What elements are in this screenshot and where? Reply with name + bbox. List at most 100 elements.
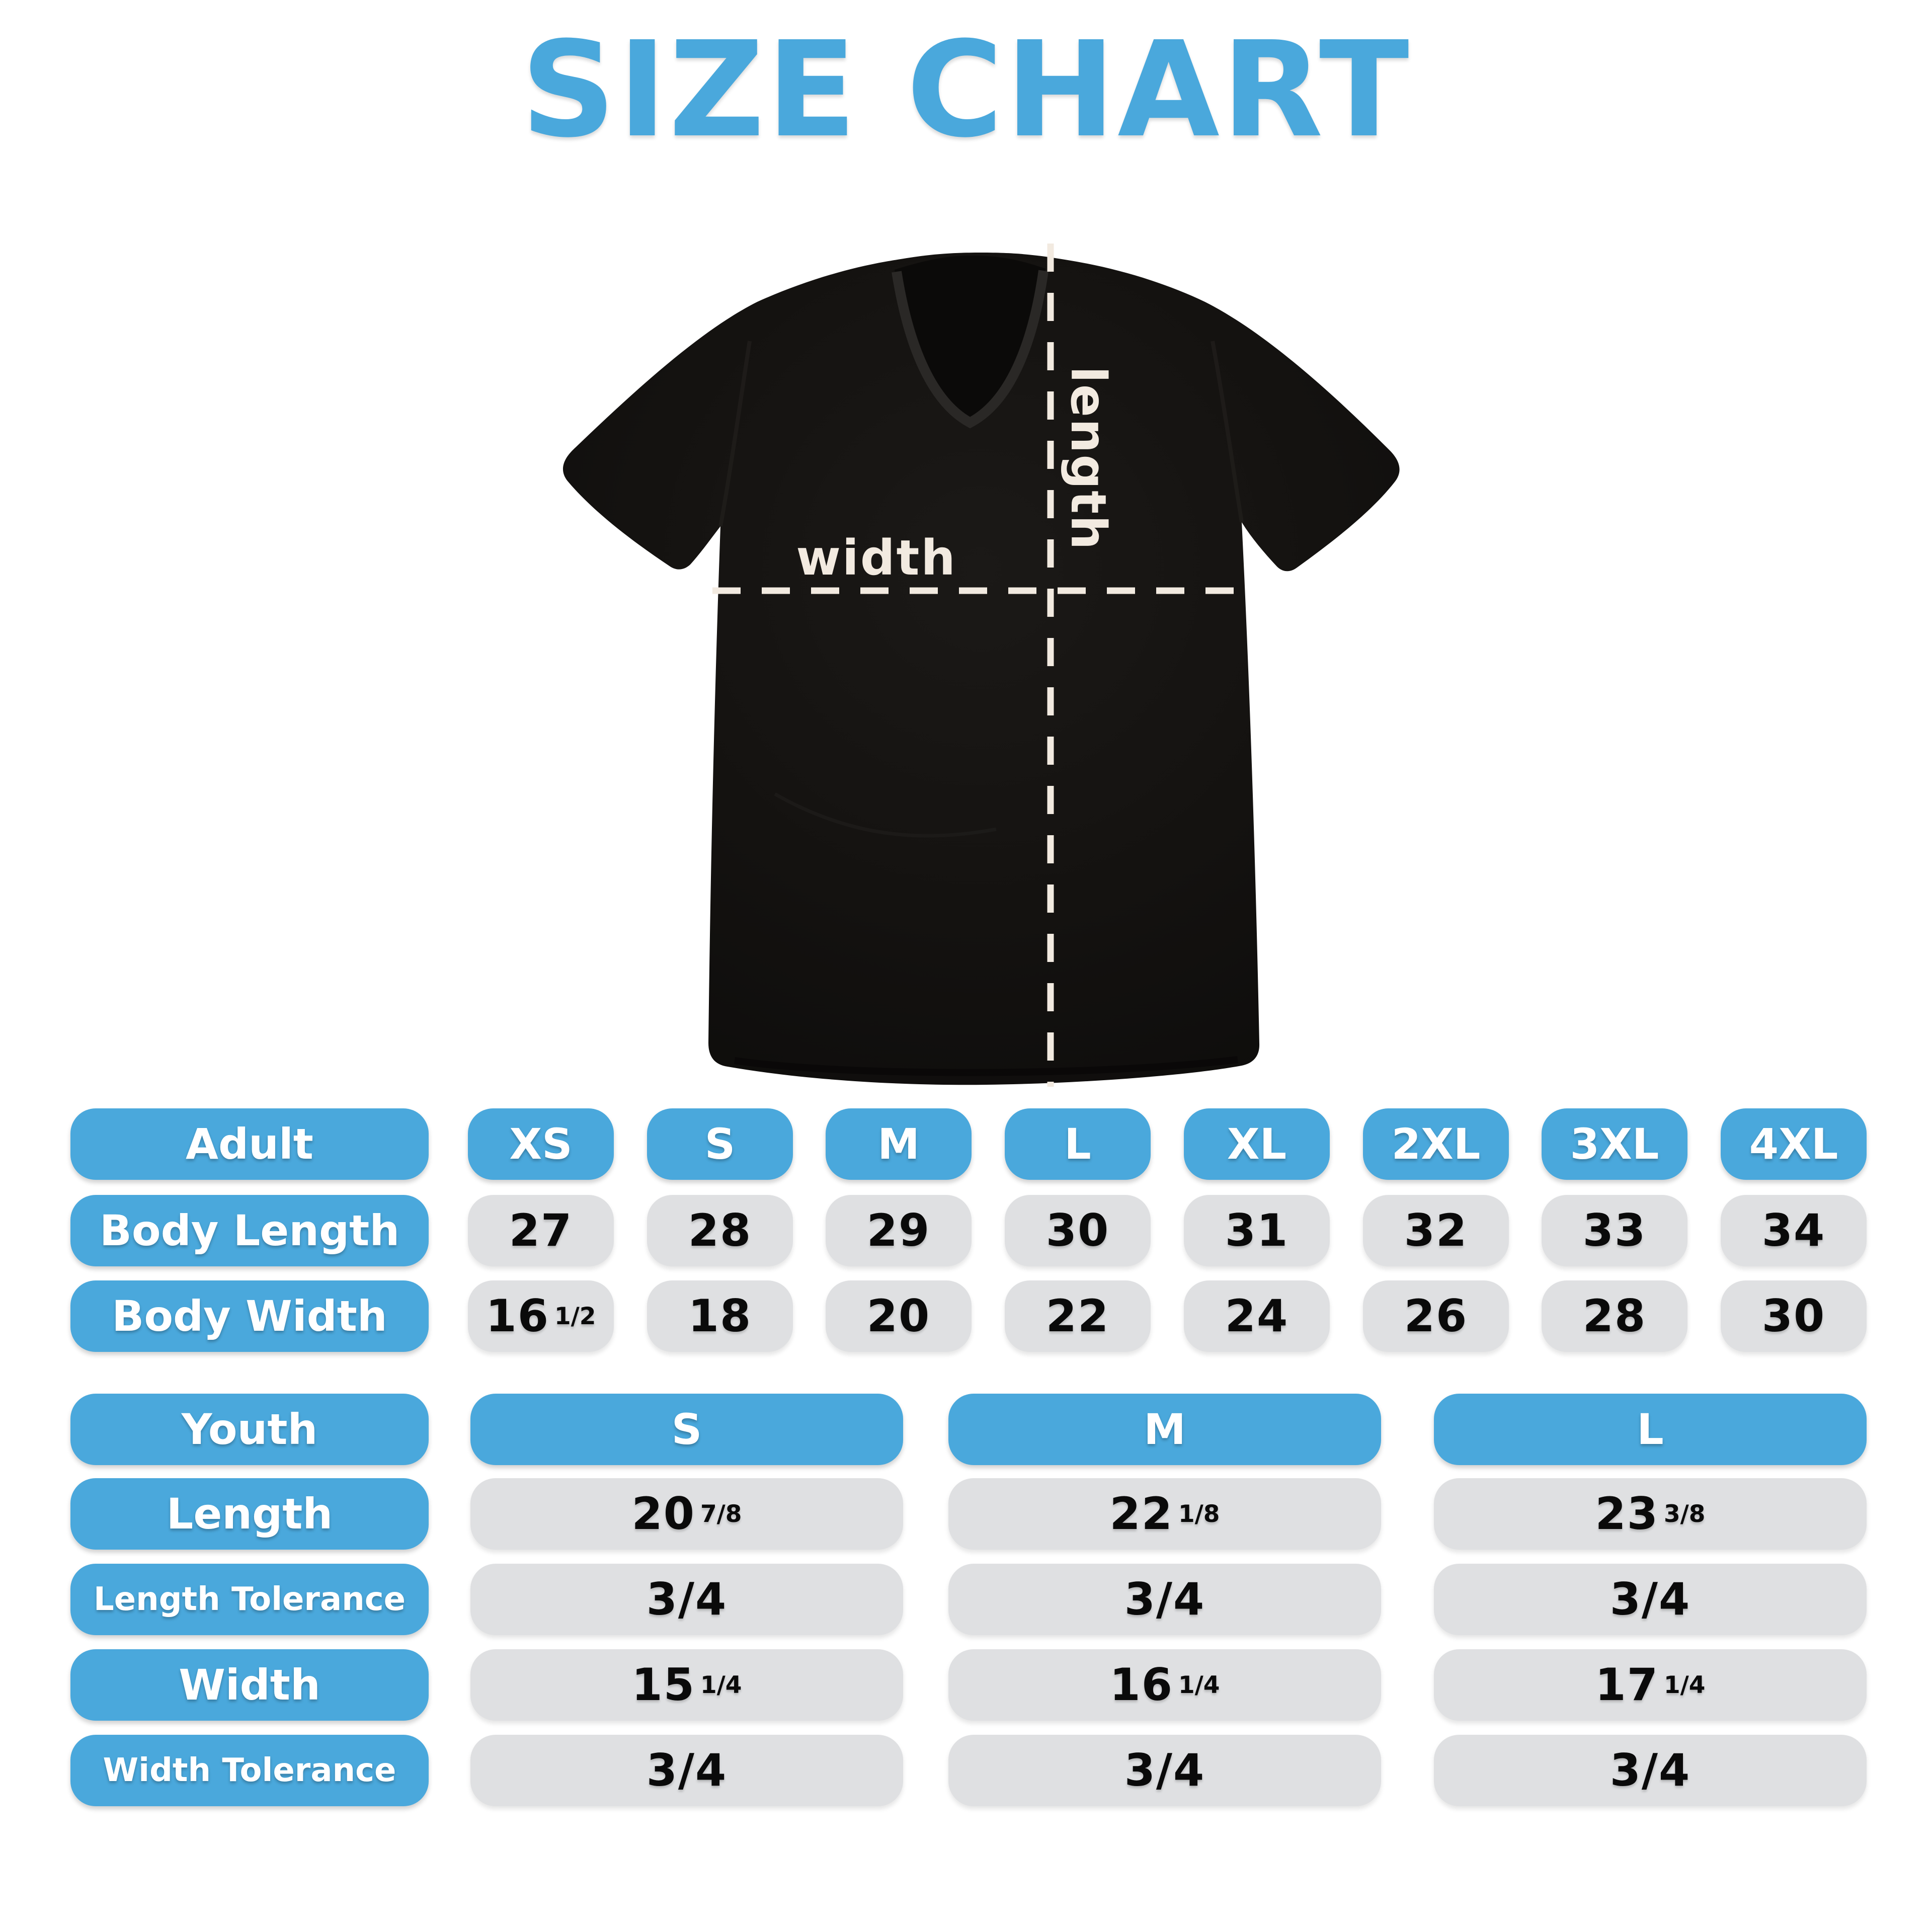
tshirt-diagram: width length	[533, 240, 1429, 1091]
cell-text: 27	[509, 1204, 573, 1256]
cell-text: 18	[688, 1290, 752, 1342]
cell-fraction: 1/4	[700, 1671, 742, 1699]
body-length-m: 29	[826, 1195, 972, 1266]
cell-text: 16	[1109, 1659, 1173, 1711]
body-width-xl: 24	[1184, 1280, 1330, 1352]
body-width-s: 18	[647, 1280, 793, 1352]
cell-text: 28	[1582, 1290, 1647, 1342]
youth-header-label: Youth	[70, 1394, 429, 1465]
cell-text: 30	[1761, 1290, 1826, 1342]
cell-text: L	[1064, 1119, 1091, 1169]
cell-text: 33	[1582, 1204, 1647, 1256]
cell-text: Length Tolerance	[93, 1581, 406, 1618]
cell-text: 32	[1404, 1204, 1468, 1256]
cell-text: 24	[1225, 1290, 1289, 1342]
cell-text: Adult	[186, 1119, 313, 1169]
body-width-4xl: 30	[1721, 1280, 1867, 1352]
youth-width-l: 17 1/4	[1434, 1649, 1867, 1721]
youth-length-tolerance-label: Length Tolerance	[70, 1564, 429, 1635]
youth-length-l: 23 3/8	[1434, 1478, 1867, 1550]
cell-text: 34	[1761, 1204, 1826, 1256]
cell-text: 3/4	[1609, 1573, 1691, 1625]
cell-text: 3/4	[1609, 1744, 1691, 1796]
youth-length-tolerance-m: 3/4	[948, 1564, 1381, 1635]
cell-text: 16	[486, 1290, 549, 1342]
body-width-3xl: 28	[1542, 1280, 1687, 1352]
youth-size-table: Youth S M L Length 20 7/8 22 1/8 23 3/8 …	[0, 1394, 1932, 1806]
cell-fraction: 7/8	[700, 1500, 742, 1528]
youth-length-tolerance-l: 3/4	[1434, 1564, 1867, 1635]
cell-text: 20	[866, 1290, 931, 1342]
youth-size-m: M	[948, 1394, 1381, 1465]
cell-text: M	[877, 1119, 920, 1169]
tshirt-wrinkle	[774, 792, 997, 838]
body-length-xl: 31	[1184, 1195, 1330, 1266]
cell-text: 3/4	[646, 1744, 728, 1796]
body-length-4xl: 34	[1721, 1195, 1867, 1266]
cell-text: Width	[179, 1660, 320, 1710]
body-length-label: Body Length	[70, 1195, 429, 1266]
youth-width-label: Width	[70, 1649, 429, 1721]
youth-width-tolerance-s: 3/4	[470, 1735, 903, 1806]
cell-text: XL	[1227, 1119, 1287, 1169]
cell-text: XS	[509, 1119, 573, 1169]
adult-size-table: Adult XS S M L XL 2XL 3XL 4XL Body Lengt…	[0, 1108, 1932, 1352]
youth-width-m: 16 1/4	[948, 1649, 1381, 1721]
body-width-label: Body Width	[70, 1280, 429, 1352]
cell-text: 28	[688, 1204, 752, 1256]
cell-fraction: 3/8	[1663, 1500, 1706, 1528]
adult-size-4xl: 4XL	[1721, 1108, 1867, 1180]
cell-text: 22	[1045, 1290, 1110, 1342]
body-width-m: 20	[826, 1280, 972, 1352]
youth-width-tolerance-label: Width Tolerance	[70, 1735, 429, 1806]
cell-text: 29	[866, 1204, 931, 1256]
width-label: width	[796, 530, 957, 586]
cell-text: 3/4	[646, 1573, 728, 1625]
youth-width-tolerance-l: 3/4	[1434, 1735, 1867, 1806]
cell-text: 17	[1595, 1659, 1659, 1711]
body-length-3xl: 33	[1542, 1195, 1687, 1266]
body-width-xs: 16 1/2	[468, 1280, 614, 1352]
cell-text: S	[704, 1119, 736, 1169]
cell-text: M	[1144, 1405, 1186, 1454]
adult-size-s: S	[647, 1108, 793, 1180]
cell-text: 4XL	[1749, 1119, 1838, 1169]
cell-text: 26	[1404, 1290, 1468, 1342]
cell-text: 23	[1595, 1488, 1659, 1540]
cell-text: 2XL	[1391, 1119, 1481, 1169]
body-length-2xl: 32	[1363, 1195, 1509, 1266]
cell-text: 3XL	[1570, 1119, 1659, 1169]
youth-length-s: 20 7/8	[470, 1478, 903, 1550]
tshirt-sleeve-seam-left	[718, 341, 752, 527]
body-length-xs: 27	[468, 1195, 614, 1266]
adult-size-m: M	[826, 1108, 972, 1180]
cell-text: L	[1637, 1405, 1664, 1454]
cell-text: 3/4	[1124, 1744, 1205, 1796]
page-title: SIZE CHART	[0, 24, 1932, 156]
tshirt-hem-shade	[734, 1056, 1238, 1076]
tshirt-silhouette	[562, 253, 1400, 1085]
cell-text: S	[671, 1405, 702, 1454]
cell-text: Youth	[181, 1405, 318, 1454]
adult-size-l: L	[1005, 1108, 1151, 1180]
youth-width-tolerance-m: 3/4	[948, 1735, 1381, 1806]
cell-text: Body Length	[99, 1206, 400, 1255]
tshirt-collar-band	[892, 270, 1049, 429]
adult-size-xl: XL	[1184, 1108, 1330, 1180]
youth-length-tolerance-s: 3/4	[470, 1564, 903, 1635]
body-width-2xl: 26	[1363, 1280, 1509, 1352]
cell-fraction: 1/8	[1178, 1500, 1220, 1528]
youth-size-l: L	[1434, 1394, 1867, 1465]
adult-header-label: Adult	[70, 1108, 429, 1180]
body-width-l: 22	[1005, 1280, 1151, 1352]
cell-text: 31	[1225, 1204, 1289, 1256]
cell-text: Width Tolerance	[103, 1752, 396, 1789]
youth-length-label: Length	[70, 1478, 429, 1550]
body-length-s: 28	[647, 1195, 793, 1266]
youth-length-m: 22 1/8	[948, 1478, 1381, 1550]
tshirt-sleeve-seam-right	[1211, 341, 1244, 523]
youth-width-s: 15 1/4	[470, 1649, 903, 1721]
cell-text: Body Width	[112, 1292, 387, 1341]
youth-size-s: S	[470, 1394, 903, 1465]
